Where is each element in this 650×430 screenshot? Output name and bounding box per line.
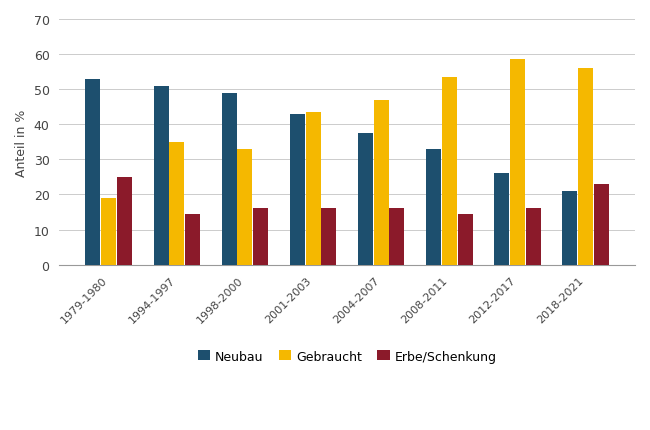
Bar [442, 78, 457, 265]
Bar [458, 214, 473, 265]
Legend: Neubau, Gebraucht, Erbe/Schenkung: Neubau, Gebraucht, Erbe/Schenkung [192, 345, 502, 368]
Bar [85, 80, 101, 265]
Bar [495, 174, 510, 265]
Bar [526, 209, 541, 265]
Bar [594, 184, 609, 265]
Bar [578, 69, 593, 265]
Bar [510, 60, 525, 265]
Bar [237, 150, 252, 265]
Bar [562, 191, 577, 265]
Bar [253, 209, 268, 265]
Bar [321, 209, 336, 265]
Bar [389, 209, 404, 265]
Bar [117, 178, 132, 265]
Bar [358, 134, 373, 265]
Bar [290, 114, 305, 265]
Bar [153, 86, 168, 265]
Bar [306, 113, 320, 265]
Y-axis label: Anteil in %: Anteil in % [15, 109, 28, 176]
Bar [101, 199, 116, 265]
Bar [426, 150, 441, 265]
Bar [222, 93, 237, 265]
Bar [185, 214, 200, 265]
Bar [374, 101, 389, 265]
Bar [169, 142, 184, 265]
